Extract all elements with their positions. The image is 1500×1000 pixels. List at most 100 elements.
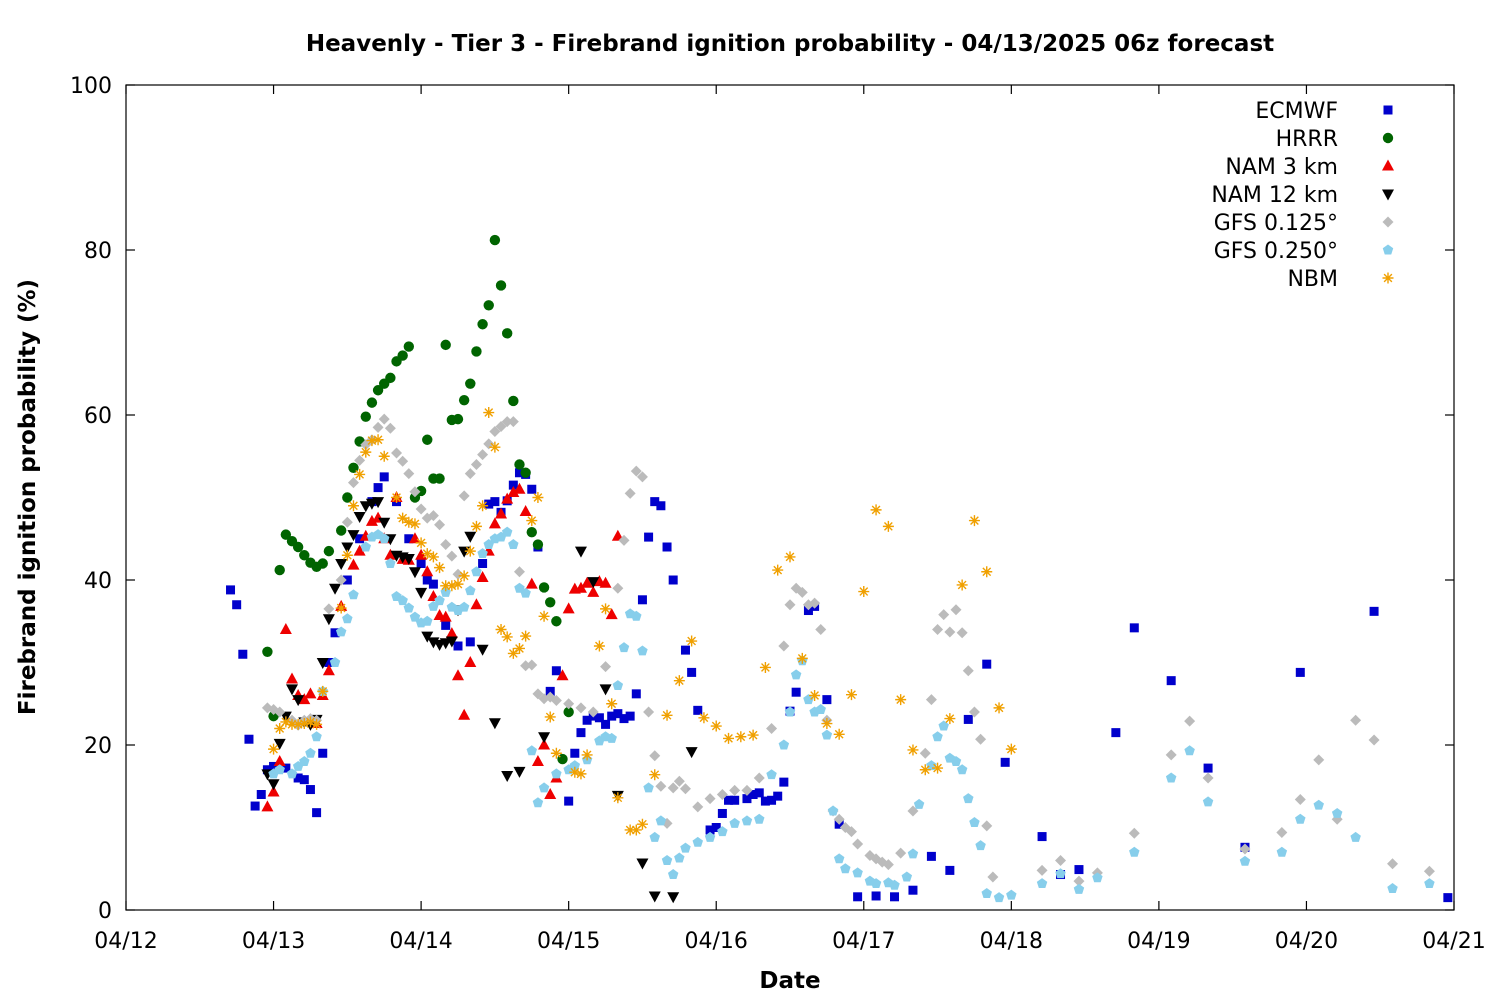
data-point <box>267 779 280 791</box>
data-point <box>323 545 335 557</box>
data-point <box>594 713 604 723</box>
data-point <box>619 714 629 724</box>
data-point <box>692 801 704 813</box>
x-tick-label: 04/15 <box>537 929 600 954</box>
x-tick-label: 04/17 <box>832 929 895 954</box>
data-point <box>607 711 617 721</box>
data-point <box>478 559 488 568</box>
data-point <box>397 595 408 606</box>
data-point <box>538 738 551 750</box>
data-point <box>286 684 298 696</box>
data-point <box>685 747 698 759</box>
x-tick-label: 04/20 <box>1275 929 1338 954</box>
data-point <box>378 533 390 544</box>
data-point <box>526 745 538 756</box>
data-point <box>329 657 341 667</box>
data-point <box>649 750 661 762</box>
data-point <box>341 516 353 528</box>
data-point <box>292 541 304 553</box>
data-point <box>470 459 482 470</box>
data-point <box>280 716 292 728</box>
data-point <box>895 847 907 859</box>
data-point <box>613 709 623 719</box>
legend-entry: GFS 0.125° <box>1214 211 1394 236</box>
data-point <box>1202 796 1214 807</box>
data-point <box>513 766 526 778</box>
data-point <box>723 732 735 744</box>
data-point <box>790 669 802 680</box>
data-point <box>415 587 428 599</box>
data-point <box>919 764 931 776</box>
x-tick-label: 04/12 <box>94 929 157 954</box>
data-point <box>490 497 500 507</box>
data-point <box>729 784 741 796</box>
legend-label: ECMWF <box>1255 99 1338 124</box>
data-point <box>809 597 821 609</box>
data-point <box>341 549 353 561</box>
data-point <box>655 815 667 826</box>
x-tick-label: 04/19 <box>1127 929 1190 954</box>
data-point <box>366 435 378 447</box>
data-point <box>741 815 753 826</box>
data-point <box>753 772 765 784</box>
data-point <box>342 575 352 585</box>
data-point <box>724 795 734 805</box>
data-point <box>1073 875 1085 887</box>
data-point <box>981 566 993 578</box>
data-point <box>969 817 980 827</box>
data-point <box>274 706 286 718</box>
data-point <box>520 587 531 598</box>
data-point <box>624 487 636 499</box>
data-point <box>730 795 740 805</box>
data-point <box>507 647 519 659</box>
data-point <box>441 620 451 630</box>
data-point <box>305 747 316 758</box>
data-point <box>601 719 611 729</box>
data-point <box>526 515 538 527</box>
data-point <box>574 546 587 558</box>
data-point <box>409 611 421 622</box>
data-point <box>784 551 796 563</box>
data-point <box>767 795 777 805</box>
series-nam-12-km <box>261 497 698 904</box>
data-point <box>766 769 777 780</box>
x-tick-label: 04/21 <box>1422 929 1485 954</box>
data-point <box>507 486 520 498</box>
data-point <box>513 642 525 654</box>
data-point <box>286 718 298 730</box>
data-point <box>532 797 544 808</box>
data-point <box>618 534 630 546</box>
data-point <box>274 723 286 734</box>
data-point <box>372 385 384 396</box>
data-point <box>384 422 396 434</box>
data-point <box>403 341 415 352</box>
data-point <box>544 711 556 723</box>
data-point <box>661 709 673 721</box>
data-point <box>705 825 715 835</box>
data-point <box>514 582 525 593</box>
data-point <box>993 892 1005 903</box>
x-tick-label: 04/13 <box>242 929 305 954</box>
data-point <box>267 785 280 797</box>
data-point <box>1295 813 1306 824</box>
series-gfs-0-250 <box>268 526 1435 903</box>
data-point <box>360 439 372 451</box>
data-point <box>397 455 409 467</box>
data-point <box>852 838 864 850</box>
data-point <box>717 826 728 837</box>
data-point <box>477 500 489 512</box>
data-point <box>569 766 581 778</box>
x-tick-label: 04/16 <box>685 929 748 954</box>
data-point <box>693 705 703 715</box>
data-point <box>274 764 285 775</box>
data-point <box>353 511 366 523</box>
data-point <box>373 483 383 493</box>
data-point <box>434 519 446 531</box>
data-point <box>944 713 956 725</box>
data-point <box>365 514 378 526</box>
data-point <box>631 689 641 699</box>
data-point <box>692 836 704 847</box>
legend-marker <box>1382 244 1394 255</box>
data-point <box>760 796 770 806</box>
data-point <box>1005 743 1017 755</box>
